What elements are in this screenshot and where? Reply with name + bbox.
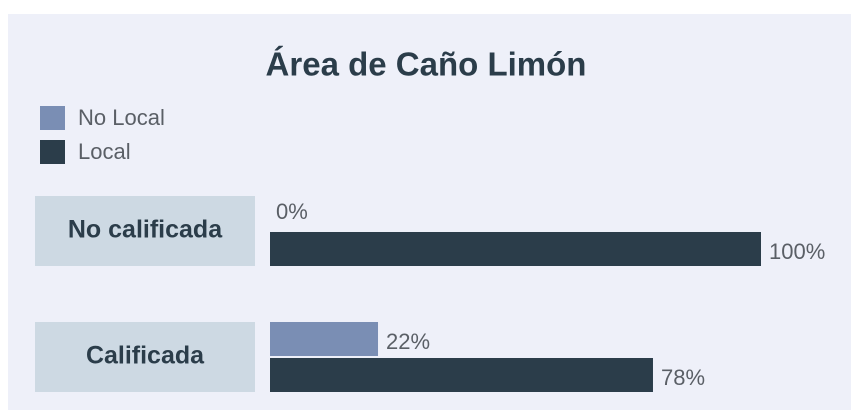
value-label: 0% bbox=[276, 199, 308, 224]
legend-label: Local bbox=[78, 139, 131, 164]
bar bbox=[270, 232, 761, 266]
value-label: 78% bbox=[661, 365, 705, 390]
bar bbox=[270, 322, 379, 356]
category-label: No calificada bbox=[68, 216, 223, 244]
legend-swatch bbox=[40, 106, 65, 130]
category-box bbox=[35, 196, 255, 266]
bar bbox=[270, 358, 653, 392]
value-label: 22% bbox=[386, 329, 430, 354]
legend-label: No Local bbox=[78, 105, 165, 130]
chart-title: Área de Caño Limón bbox=[266, 46, 587, 83]
category-box bbox=[35, 322, 255, 392]
category-label: Calificada bbox=[86, 342, 205, 370]
value-label: 100% bbox=[769, 239, 825, 264]
legend-swatch bbox=[40, 140, 65, 164]
